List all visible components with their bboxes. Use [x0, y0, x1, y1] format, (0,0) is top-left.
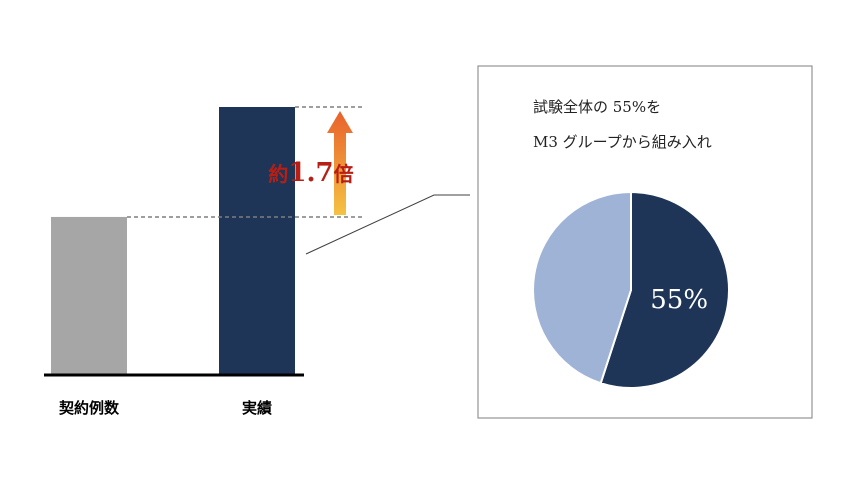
bar-chart: 約1.7倍 契約例数 実績: [44, 106, 365, 417]
multiplier-suffix: 倍: [334, 162, 354, 186]
pie-panel: 試験全体の 55%を M3 グループから組み入れ 55%: [477, 65, 813, 419]
pie-chart: [532, 190, 730, 389]
x-tick-label-contract: 契約例数: [58, 399, 120, 417]
multiplier-label: 約1.7倍: [268, 158, 353, 188]
growth-arrow-icon: [327, 111, 353, 215]
pie-note-line-1: 試験全体の 55%を: [533, 98, 661, 116]
bar-contract-count: [51, 216, 127, 374]
pie-slice-label: 55%: [650, 285, 708, 315]
pie-slice-1: [532, 190, 632, 385]
pie-note-line-2: M3 グループから組み入れ: [533, 133, 712, 151]
callout-connector: [305, 194, 470, 255]
bar-actual: [219, 107, 295, 374]
x-tick-label-actual: 実績: [242, 399, 272, 417]
multiplier-number: 1.7: [288, 158, 333, 188]
pie-slice-0: [599, 190, 730, 389]
multiplier-prefix: 約: [268, 162, 288, 186]
